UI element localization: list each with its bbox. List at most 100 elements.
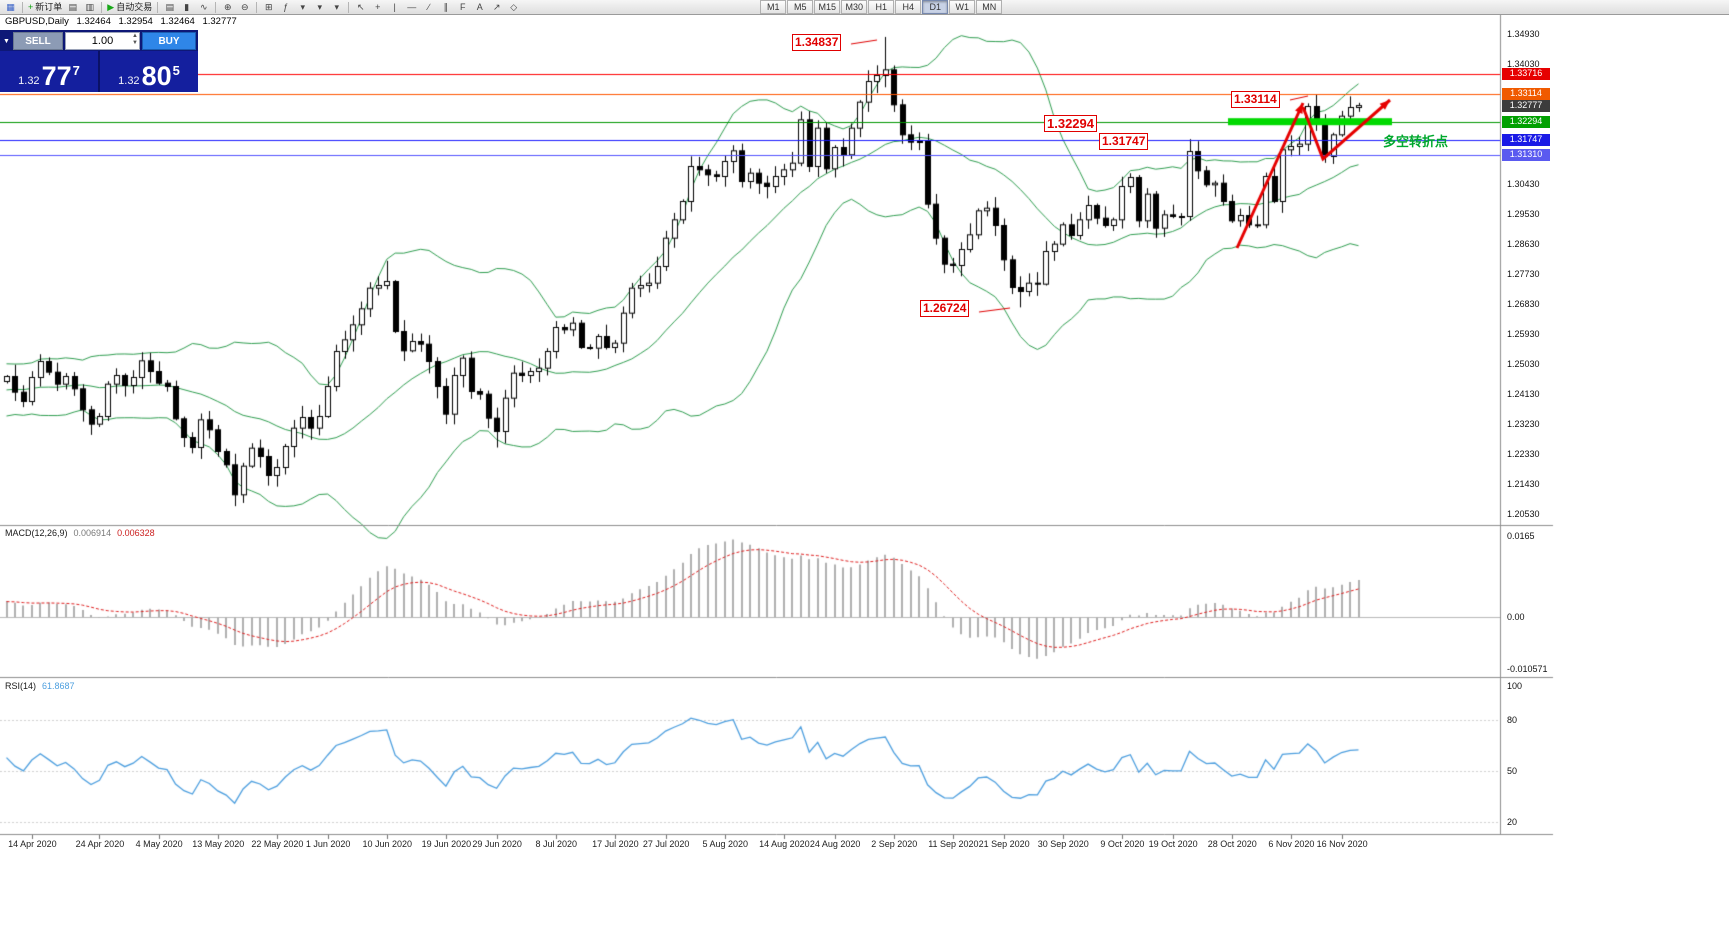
cursor-tool-button[interactable]: ↖: [352, 1, 369, 13]
rsi-axis-tick: 20: [1507, 817, 1518, 827]
one-click-controls-row: ▼ SELL 1.00 ▲ ▼ BUY: [0, 30, 198, 51]
horizontal-line-tool-icon: —: [407, 2, 417, 12]
crosshair-tool-button[interactable]: +: [369, 1, 386, 13]
price-annotation[interactable]: 1.33114: [1231, 91, 1280, 109]
price-line-axis-label: 1.31747: [1502, 133, 1550, 146]
horizontal-line-tool-button[interactable]: —: [403, 1, 420, 13]
rsi-axis-tick: 80: [1507, 715, 1518, 725]
price-axis-tick: 1.34930: [1507, 28, 1540, 39]
new-order-button[interactable]: + 新订单: [26, 1, 64, 13]
ask-price-big: 80: [141, 61, 172, 91]
indicators-dropdown-icon-icon: ▾: [300, 2, 305, 12]
buy-button[interactable]: BUY: [142, 32, 196, 50]
channel-tool-button[interactable]: ∥: [437, 1, 454, 13]
toolbar-separator: [256, 1, 258, 13]
templates-dropdown-icon-icon: ▾: [334, 2, 339, 12]
tile-windows-icon: ⊞: [264, 2, 273, 12]
zoom-out-button[interactable]: ⊖: [236, 1, 253, 13]
price-axis-tick: 1.30430: [1507, 178, 1540, 189]
timeframe-toolbar: M1 M5 M15 M30 H1 H4 D1 W1 MN: [760, 0, 1003, 14]
date-axis-label: 28 Oct 2020: [1207, 839, 1257, 849]
date-axis-label: 4 May 2020: [135, 839, 183, 849]
lot-spinner: ▲ ▼: [132, 33, 138, 47]
templates-dropdown-icon[interactable]: ▾: [328, 1, 345, 13]
price-annotation[interactable]: 1.31747: [1099, 132, 1149, 150]
timeframe-d1-button[interactable]: D1: [922, 0, 949, 14]
lot-size-field[interactable]: 1.00 ▲ ▼: [65, 32, 140, 50]
fibonacci-tool-button[interactable]: F: [454, 1, 471, 13]
bar-chart-type-button[interactable]: ▤: [161, 1, 178, 13]
text-tool-icon: A: [476, 2, 483, 12]
rsi-value: 61.8687: [42, 681, 75, 691]
macd-axis-tick: 0.0165: [1507, 531, 1535, 541]
chart-high-value: 1.32954: [118, 16, 153, 27]
tile-windows-button[interactable]: ⊞: [260, 1, 277, 13]
date-axis-label: 22 May 2020: [251, 839, 304, 849]
lot-decrease-button[interactable]: ▼: [132, 40, 138, 46]
vertical-line-tool-button[interactable]: |: [386, 1, 403, 13]
lot-increase-button[interactable]: ▲: [132, 33, 138, 39]
toolbar-separator: [348, 1, 350, 13]
main-toolbar: ▦ + 新订单 ▤ ▥ ▶ 自动交易 ▤ ▮ ∿ ⊕ ⊖ ⊞ ƒ ▾ ▾ ▾ ↖ + | — ∕ ∥ F A ↗ ◇ M1 M5 M15 M…: [0, 0, 1729, 15]
price-axis-tick: 1.22330: [1507, 448, 1540, 459]
autotrade-button[interactable]: ▶ 自动交易: [105, 1, 154, 13]
price-line-axis-label: 1.31310: [1502, 148, 1550, 161]
timeframe-m5-button[interactable]: M5: [787, 0, 814, 14]
timeframe-m15-button[interactable]: M15: [814, 0, 841, 14]
shapes-dropdown-button[interactable]: ◇: [505, 1, 522, 13]
date-axis-label: 5 Aug 2020: [702, 839, 749, 849]
price-annotation[interactable]: 1.26724: [920, 300, 970, 318]
chart-open-value: 1.32464: [76, 16, 111, 27]
arrow-tool-icon: ↗: [492, 2, 501, 12]
crosshair-tool-icon: +: [375, 2, 381, 12]
indicators-button[interactable]: ƒ: [277, 1, 294, 13]
macd-name: MACD(12,26,9): [5, 528, 68, 538]
macd-axis-tick: 0.00: [1507, 612, 1525, 622]
indicators-dropdown-icon[interactable]: ▾: [294, 1, 311, 13]
autotrade-icon: ▶: [107, 2, 115, 12]
trendline-tool-button[interactable]: ∕: [420, 1, 437, 13]
price-axis-tick: 1.34030: [1507, 58, 1540, 69]
navigator-icon[interactable]: ▥: [81, 1, 98, 13]
date-axis-label: 14 Aug 2020: [759, 839, 810, 849]
periods-dropdown-icon[interactable]: ▾: [311, 1, 328, 13]
date-axis-label: 17 Jul 2020: [592, 839, 639, 849]
price-annotation[interactable]: 1.32294: [1044, 114, 1097, 132]
price-axis-tick: 1.25030: [1507, 358, 1540, 369]
date-axis-label: 19 Jun 2020: [421, 839, 472, 849]
timeframe-m1-button[interactable]: M1: [760, 0, 787, 14]
candlestick-chart-type-button[interactable]: ▮: [178, 1, 195, 13]
timeframe-m30-button[interactable]: M30: [841, 0, 868, 14]
one-click-prices-row: 1.32 77 7 1.32 80 5: [0, 51, 198, 92]
arrow-tool-button[interactable]: ↗: [488, 1, 505, 13]
zoom-in-button[interactable]: ⊕: [219, 1, 236, 13]
toolbar-separator: [157, 1, 159, 13]
text-tool-button[interactable]: A: [471, 1, 488, 13]
price-axis-tick: 1.29530: [1507, 208, 1540, 219]
line-chart-type-button[interactable]: ∿: [195, 1, 212, 13]
one-click-collapse-icon[interactable]: ▼: [3, 37, 10, 45]
rsi-axis-tick: 100: [1507, 681, 1523, 691]
timeframe-h1-button[interactable]: H1: [868, 0, 895, 14]
timeframe-w1-button[interactable]: W1: [949, 0, 976, 14]
bid-price-display[interactable]: 1.32 77 7: [0, 51, 100, 92]
charts-grid-icon-icon: ▤: [68, 2, 78, 12]
timeframe-h4-button[interactable]: H4: [895, 0, 922, 14]
charts-grid-icon[interactable]: ▤: [64, 1, 81, 13]
zoom-out-icon: ⊖: [240, 2, 249, 12]
timeframe-mn-button[interactable]: MN: [976, 0, 1003, 14]
sell-button[interactable]: SELL: [13, 32, 63, 50]
ask-price-display[interactable]: 1.32 80 5: [100, 51, 198, 92]
date-axis-label: 30 Sep 2020: [1037, 839, 1089, 849]
date-axis-label: 2 Sep 2020: [871, 839, 918, 849]
chart-low-value: 1.32464: [160, 16, 195, 27]
price-axis-tick: 1.20530: [1507, 508, 1540, 519]
price-annotation[interactable]: 1.34837: [792, 33, 842, 51]
price-line-axis-label: 1.33716: [1502, 68, 1550, 81]
price-line-axis-label: 1.32777: [1502, 99, 1550, 112]
chart-text-annotation[interactable]: 多空转折点: [1383, 134, 1449, 150]
chart-window-icon[interactable]: ▦: [2, 1, 19, 13]
date-axis-label: 8 Jul 2020: [535, 839, 578, 849]
